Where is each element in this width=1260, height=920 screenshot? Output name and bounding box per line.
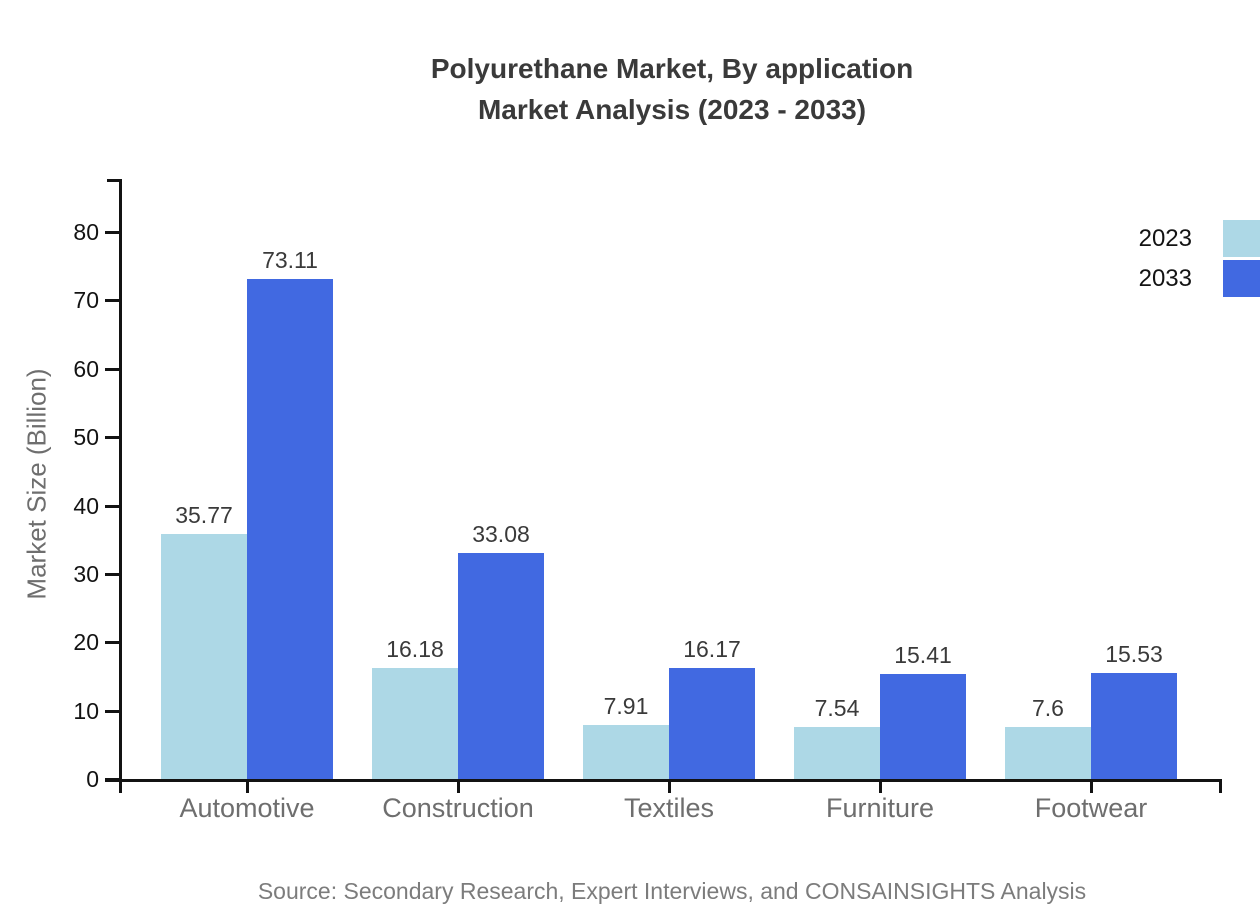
value-label-2023-automotive: 35.77: [175, 502, 233, 528]
y-tick-label-20: 20: [73, 629, 99, 655]
y-tick-label-40: 40: [73, 493, 99, 519]
y-axis-top-cap: [107, 179, 122, 182]
value-label-2033-footwear: 15.53: [1105, 641, 1163, 667]
y-tick-20: [105, 641, 119, 644]
y-axis-line: [119, 179, 122, 793]
y-tick-label-60: 60: [73, 356, 99, 382]
value-label-2033-textiles: 16.17: [683, 636, 741, 662]
x-tick-furniture: [879, 782, 882, 793]
x-axis-end-cap: [1219, 779, 1222, 793]
y-tick-60: [105, 368, 119, 371]
y-tick-80: [105, 231, 119, 234]
y-tick-label-70: 70: [73, 287, 99, 313]
source-note: Source: Secondary Research, Expert Inter…: [257, 878, 1087, 904]
y-tick-10: [105, 710, 119, 713]
value-label-2033-furniture: 15.41: [894, 642, 952, 668]
bar-2023-automotive: [161, 534, 247, 779]
bar-2023-construction: [372, 668, 458, 779]
x-axis-label-furniture: Furniture: [825, 793, 935, 823]
x-axis-label-construction: Construction: [382, 793, 534, 823]
y-tick-70: [105, 299, 119, 302]
value-label-2033-automotive: 73.11: [262, 247, 318, 273]
bar-2023-furniture: [794, 727, 880, 779]
x-tick-textiles: [668, 782, 671, 793]
y-tick-label-80: 80: [73, 219, 99, 245]
y-tick-label-0: 0: [86, 766, 99, 792]
y-tick-label-10: 10: [73, 698, 99, 724]
legend-label-2023: 2023: [1138, 225, 1192, 252]
chart-title-line-2: Market Analysis (2023 - 2033): [477, 94, 867, 125]
y-tick-30: [105, 573, 119, 576]
y-tick-50: [105, 436, 119, 439]
x-axis-line: [105, 779, 1222, 782]
bar-2033-textiles: [669, 668, 755, 779]
bar-2033-footwear: [1091, 673, 1177, 779]
value-label-2023-textiles: 7.91: [603, 693, 649, 719]
x-tick-automotive: [246, 782, 249, 793]
bar-2033-automotive: [247, 279, 333, 779]
value-label-2023-furniture: 7.54: [814, 695, 860, 721]
chart-title-line-1: Polyurethane Market, By application: [430, 53, 914, 84]
bar-2023-footwear: [1005, 727, 1091, 779]
value-label-2033-construction: 33.08: [472, 521, 530, 547]
y-tick-label-50: 50: [73, 424, 99, 450]
y-tick-40: [105, 505, 119, 508]
x-axis-label-textiles: Textiles: [623, 793, 715, 823]
chart-title: Polyurethane Market, By application Mark…: [122, 48, 1222, 130]
bar-2033-furniture: [880, 674, 966, 779]
bar-2033-construction: [458, 553, 544, 779]
x-tick-construction: [457, 782, 460, 793]
x-axis-label-footwear: Footwear: [1034, 793, 1148, 823]
legend-swatch-2033: [1223, 260, 1260, 297]
x-tick-footwear: [1090, 782, 1093, 793]
x-axis-label-automotive: Automotive: [179, 793, 315, 823]
legend-swatch-2023: [1223, 220, 1260, 257]
legend-label-2033: 2033: [1138, 265, 1192, 292]
bar-2023-textiles: [583, 725, 669, 779]
y-tick-label-30: 30: [73, 561, 99, 587]
value-label-2023-construction: 16.18: [386, 636, 444, 662]
value-label-2023-footwear: 7.6: [1032, 695, 1064, 721]
